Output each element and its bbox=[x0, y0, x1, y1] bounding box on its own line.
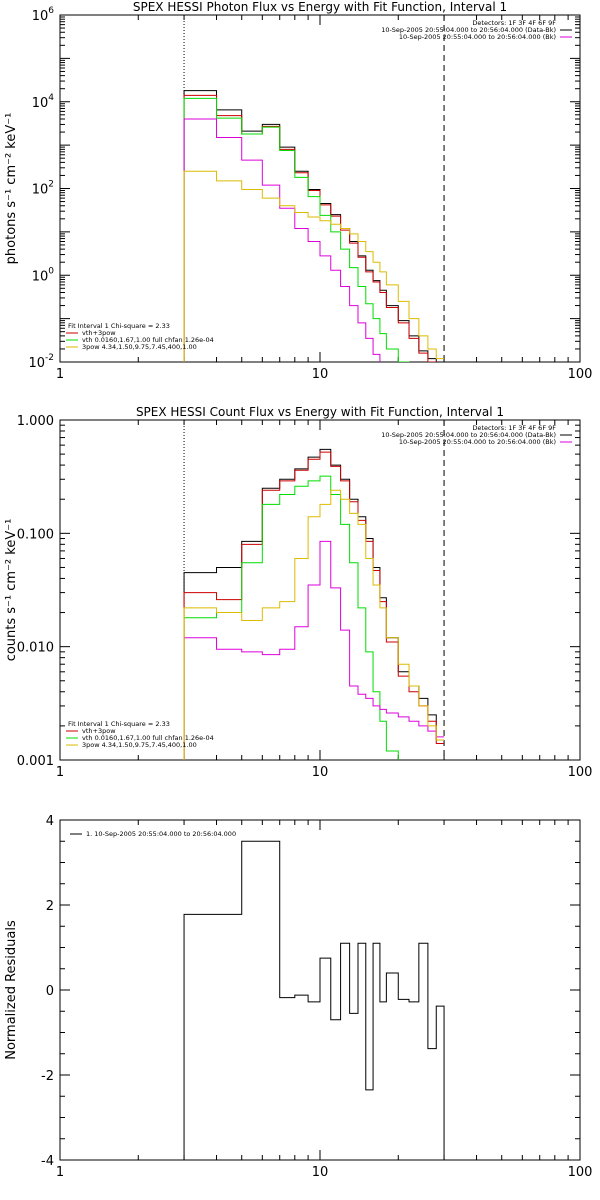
x-tick-label: 10 bbox=[312, 1165, 329, 1180]
panel-3: 1 10 100 4 2 0 -2 -4 Normalized Residuals 1. 10-S… bbox=[4, 814, 593, 1180]
y-tick-label: 106 bbox=[32, 6, 55, 24]
series-vth bbox=[183, 475, 399, 760]
series-residuals bbox=[183, 840, 445, 1160]
legend-entry: Fit Interval 1 Chi-square = 2.33 bbox=[68, 720, 170, 728]
y-tick-base: 10 bbox=[32, 96, 49, 111]
y-axis: 4 2 0 -2 -4 bbox=[41, 814, 580, 1169]
legend-entry: 1. 10-Sep-2005 20:55:04.000 to 20:56:04.… bbox=[86, 830, 236, 838]
legend-entry: 3pow 4.34,1.50,9.75,7.45,400,1.00 bbox=[82, 343, 197, 351]
y-tick-base: 10 bbox=[32, 269, 49, 284]
y-tick-base: 10 bbox=[28, 356, 45, 371]
legend-entry: vth+3pow bbox=[82, 329, 116, 337]
y-tick-exponent: 4 bbox=[48, 93, 54, 103]
legend-entry: Detectors: 1F 3F 4F 6F 9F bbox=[472, 424, 556, 432]
y-tick-label: 1.000 bbox=[17, 414, 54, 429]
y-tick-label: 0.001 bbox=[17, 754, 54, 769]
x-tick-label: 100 bbox=[568, 367, 593, 382]
panel-1: SPEX HESSI Photon Flux vs Energy with Fi… bbox=[4, 0, 592, 382]
legend-entry: vth 0.0160,1.67,1.00 full chfan 1.26e-04 bbox=[82, 734, 214, 742]
x-axis: 1 10 100 bbox=[56, 420, 593, 780]
x-axis: 1 10 100 bbox=[56, 820, 593, 1180]
y-tick-exponent: -2 bbox=[45, 353, 54, 363]
y-tick-label: -4 bbox=[41, 1154, 54, 1169]
x-tick-label: 100 bbox=[568, 1165, 593, 1180]
series-bpow_yellow bbox=[183, 170, 445, 362]
y-axis: 1.000 0.100 0.010 0.001 bbox=[17, 414, 580, 769]
legend-entry: 3pow 4.34,1.50,9.75,7.45,400,1.00 bbox=[82, 741, 197, 749]
legend-entry: Fit Interval 1 Chi-square = 2.33 bbox=[68, 322, 170, 330]
panel-2: SPEX HESSI Count Flux vs Energy with Fit… bbox=[4, 405, 593, 780]
x-tick-label: 1 bbox=[56, 1165, 64, 1180]
x-tick-label: 1 bbox=[56, 765, 64, 780]
y-tick-label: 102 bbox=[32, 180, 54, 198]
y-tick-exponent: 2 bbox=[48, 180, 54, 190]
x-axis: 1 10 100 bbox=[56, 15, 593, 382]
y-tick-label: 100 bbox=[32, 266, 55, 284]
x-tick-label: 10 bbox=[312, 765, 329, 780]
series-data bbox=[183, 448, 445, 760]
plot-area bbox=[183, 90, 445, 362]
y-tick-exponent: 0 bbox=[48, 266, 54, 276]
legend-entry: vth 0.0160,1.67,1.00 full chfan 1.26e-04 bbox=[82, 336, 214, 344]
series-bpow_yellow bbox=[183, 489, 445, 760]
legend-entry: 10-Sep-2005 20:55:04.000 to 20:56:04.000… bbox=[381, 26, 556, 34]
y-tick-base: 10 bbox=[32, 9, 49, 24]
legend: 1. 10-Sep-2005 20:55:04.000 to 20:56:04.… bbox=[70, 830, 236, 838]
legend-entry: 10-Sep-2005 20:55:04.000 to 20:56:04.000… bbox=[399, 438, 556, 446]
legend-entry: Detectors: 1F 3F 4F 6F 9F bbox=[472, 19, 556, 27]
y-tick-label: 104 bbox=[32, 93, 55, 111]
legend-entry: 10-Sep-2005 20:55:04.000 to 20:56:04.000… bbox=[381, 431, 556, 439]
y-tick-exponent: 6 bbox=[48, 6, 54, 16]
x-tick-label: 1 bbox=[56, 367, 64, 382]
y-axis-label: counts s⁻¹ cm⁻² keV⁻¹ bbox=[4, 519, 19, 662]
series-data bbox=[183, 90, 437, 362]
y-tick-label: 4 bbox=[46, 814, 54, 829]
series-bpow bbox=[183, 118, 381, 362]
series-bpow bbox=[183, 540, 445, 760]
x-tick-label: 10 bbox=[312, 367, 329, 382]
y-axis-label: Normalized Residuals bbox=[4, 920, 19, 1060]
legend-entry: vth+3pow bbox=[82, 727, 116, 735]
plot-frame bbox=[59, 419, 581, 761]
legend-entry: 10-Sep-2005 20:55:04.000 to 20:56:04.000… bbox=[399, 33, 556, 41]
series-vth bbox=[183, 97, 410, 362]
y-tick-label: -2 bbox=[41, 1069, 54, 1084]
plot-area bbox=[183, 840, 445, 1160]
y-tick-label: 0.010 bbox=[17, 641, 54, 656]
y-axis-label: photons s⁻¹ cm⁻² keV⁻¹ bbox=[4, 113, 19, 265]
series-total bbox=[183, 451, 445, 760]
y-tick-label: 10-2 bbox=[28, 353, 54, 371]
y-tick-base: 10 bbox=[32, 183, 49, 198]
x-tick-label: 100 bbox=[568, 765, 593, 780]
y-tick-label: 2 bbox=[46, 899, 54, 914]
plot-frame bbox=[59, 14, 581, 363]
y-tick-label: 0.100 bbox=[17, 527, 54, 542]
y-tick-label: 0 bbox=[46, 984, 54, 999]
chart-title: SPEX HESSI Photon Flux vs Energy with Fi… bbox=[133, 0, 507, 14]
plot-area bbox=[183, 448, 445, 760]
chart-title: SPEX HESSI Count Flux vs Energy with Fit… bbox=[136, 405, 504, 419]
series-total bbox=[183, 94, 437, 362]
